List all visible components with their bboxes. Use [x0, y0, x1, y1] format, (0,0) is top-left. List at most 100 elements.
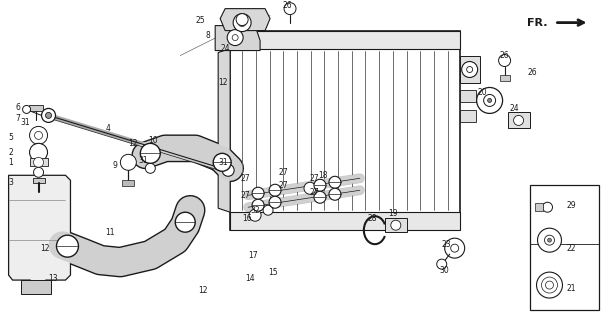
Circle shape	[140, 143, 160, 163]
Circle shape	[222, 164, 234, 176]
Circle shape	[462, 61, 477, 77]
Bar	[230, 31, 460, 49]
Text: 19: 19	[388, 209, 397, 218]
Circle shape	[238, 19, 246, 27]
Text: 24: 24	[220, 44, 230, 53]
Text: 13: 13	[48, 274, 58, 283]
Circle shape	[451, 244, 459, 252]
Text: 2: 2	[8, 148, 13, 157]
Circle shape	[541, 277, 557, 293]
Circle shape	[514, 116, 523, 125]
Circle shape	[56, 235, 79, 257]
Bar	[529, 185, 600, 310]
Text: 11: 11	[105, 228, 115, 237]
Text: 4: 4	[105, 124, 110, 133]
Circle shape	[227, 29, 243, 45]
Bar	[230, 31, 460, 230]
Circle shape	[314, 191, 326, 203]
Circle shape	[314, 179, 326, 191]
Bar	[28, 105, 42, 111]
Circle shape	[120, 154, 136, 170]
Text: 27: 27	[278, 181, 287, 190]
Text: 12: 12	[218, 78, 227, 87]
Bar	[33, 178, 45, 183]
Circle shape	[252, 199, 264, 211]
Bar	[460, 56, 480, 84]
Text: 23: 23	[442, 240, 451, 249]
Bar	[385, 218, 407, 232]
Text: 22: 22	[566, 244, 576, 253]
Text: 16: 16	[242, 214, 252, 223]
Circle shape	[537, 272, 563, 298]
Circle shape	[263, 205, 273, 215]
Circle shape	[543, 202, 552, 212]
Text: 12: 12	[198, 285, 208, 295]
Circle shape	[175, 212, 195, 232]
Circle shape	[269, 184, 281, 196]
Bar	[21, 280, 50, 294]
Polygon shape	[218, 49, 230, 212]
Text: 10: 10	[148, 136, 158, 145]
Circle shape	[30, 126, 48, 144]
Text: 26: 26	[528, 68, 537, 77]
Text: 8: 8	[205, 31, 210, 40]
Text: 21: 21	[566, 284, 576, 292]
Text: 5: 5	[8, 133, 13, 142]
Circle shape	[546, 281, 554, 289]
Circle shape	[30, 143, 48, 161]
Text: 15: 15	[268, 268, 278, 276]
Text: 27: 27	[310, 174, 319, 183]
Text: 24: 24	[509, 104, 519, 113]
Text: 7: 7	[16, 114, 21, 123]
Text: FR.: FR.	[527, 18, 548, 28]
Circle shape	[232, 35, 238, 41]
Circle shape	[34, 132, 42, 140]
Text: 27: 27	[278, 168, 287, 177]
Text: 9: 9	[113, 161, 117, 170]
Circle shape	[445, 238, 465, 258]
Circle shape	[269, 196, 281, 208]
Bar	[460, 110, 476, 123]
Text: 26: 26	[500, 51, 509, 60]
Circle shape	[329, 176, 341, 188]
Bar	[500, 76, 509, 82]
Circle shape	[488, 99, 492, 102]
Text: 31: 31	[21, 118, 30, 127]
Text: 30: 30	[440, 266, 450, 275]
Polygon shape	[8, 175, 70, 285]
Bar	[535, 203, 543, 211]
Text: 1: 1	[8, 158, 13, 167]
Text: 14: 14	[245, 274, 255, 283]
Circle shape	[466, 67, 473, 73]
Bar	[508, 112, 529, 128]
Text: 27: 27	[310, 188, 319, 197]
Text: 31: 31	[218, 158, 228, 167]
Circle shape	[145, 163, 155, 173]
Circle shape	[42, 108, 56, 123]
Text: 27: 27	[240, 174, 250, 183]
Circle shape	[537, 228, 561, 252]
Bar	[460, 91, 476, 102]
Polygon shape	[220, 9, 270, 31]
Circle shape	[249, 209, 261, 221]
Circle shape	[304, 182, 316, 194]
Circle shape	[213, 153, 231, 171]
Text: 31: 31	[139, 156, 148, 165]
Polygon shape	[215, 26, 260, 51]
Text: 32: 32	[250, 206, 260, 215]
Text: 12: 12	[128, 139, 138, 148]
Circle shape	[499, 54, 511, 67]
Text: 12: 12	[41, 244, 50, 253]
Text: 25: 25	[195, 16, 205, 25]
Circle shape	[477, 87, 503, 113]
Circle shape	[437, 259, 446, 269]
Text: 6: 6	[16, 103, 21, 112]
Bar	[230, 212, 460, 230]
Circle shape	[284, 3, 296, 15]
Circle shape	[391, 220, 401, 230]
Circle shape	[233, 14, 251, 32]
Circle shape	[548, 238, 552, 242]
Circle shape	[329, 188, 341, 200]
Circle shape	[33, 157, 44, 167]
Text: 3: 3	[8, 178, 13, 187]
